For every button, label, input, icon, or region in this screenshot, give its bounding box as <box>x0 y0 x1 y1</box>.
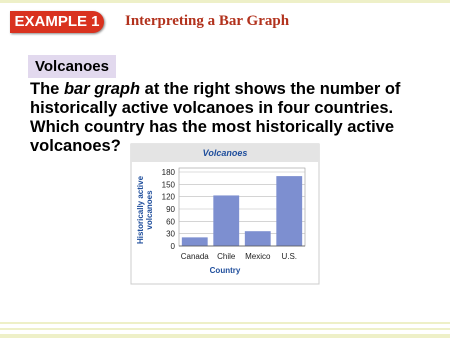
x-tick-label: Chile <box>217 252 236 261</box>
bar <box>276 176 303 246</box>
y-axis-label: Historically active <box>136 175 145 244</box>
y-tick-label: 120 <box>162 193 176 202</box>
heading: Interpreting a Bar Graph <box>125 13 290 29</box>
example-badge: EXAMPLE 1 <box>10 11 104 33</box>
text: at the right shows the number of histori… <box>30 80 401 155</box>
y-tick-label: 90 <box>166 205 175 214</box>
title-band <box>131 144 319 162</box>
section-title: Volcanoes <box>28 55 116 78</box>
bar <box>181 237 208 246</box>
chart-title: Volcanoes <box>203 148 248 158</box>
bar <box>244 231 271 246</box>
y-tick-label: 60 <box>166 217 175 226</box>
y-tick-label: 180 <box>162 168 176 177</box>
y-tick-label: 30 <box>166 230 175 239</box>
term: bar graph <box>63 80 141 98</box>
x-tick-label: Canada <box>181 252 210 261</box>
x-axis-label: Country <box>210 266 241 275</box>
y-tick-label: 150 <box>162 180 176 189</box>
question: The bar graph at the right shows the numbe… <box>30 80 440 156</box>
text: The <box>30 80 60 98</box>
y-tick-label: 0 <box>171 242 176 251</box>
y-axis-label: volcanoes <box>145 190 154 230</box>
x-tick-label: Mexico <box>245 252 271 261</box>
x-tick-label: U.S. <box>281 252 297 261</box>
bar <box>213 195 240 246</box>
